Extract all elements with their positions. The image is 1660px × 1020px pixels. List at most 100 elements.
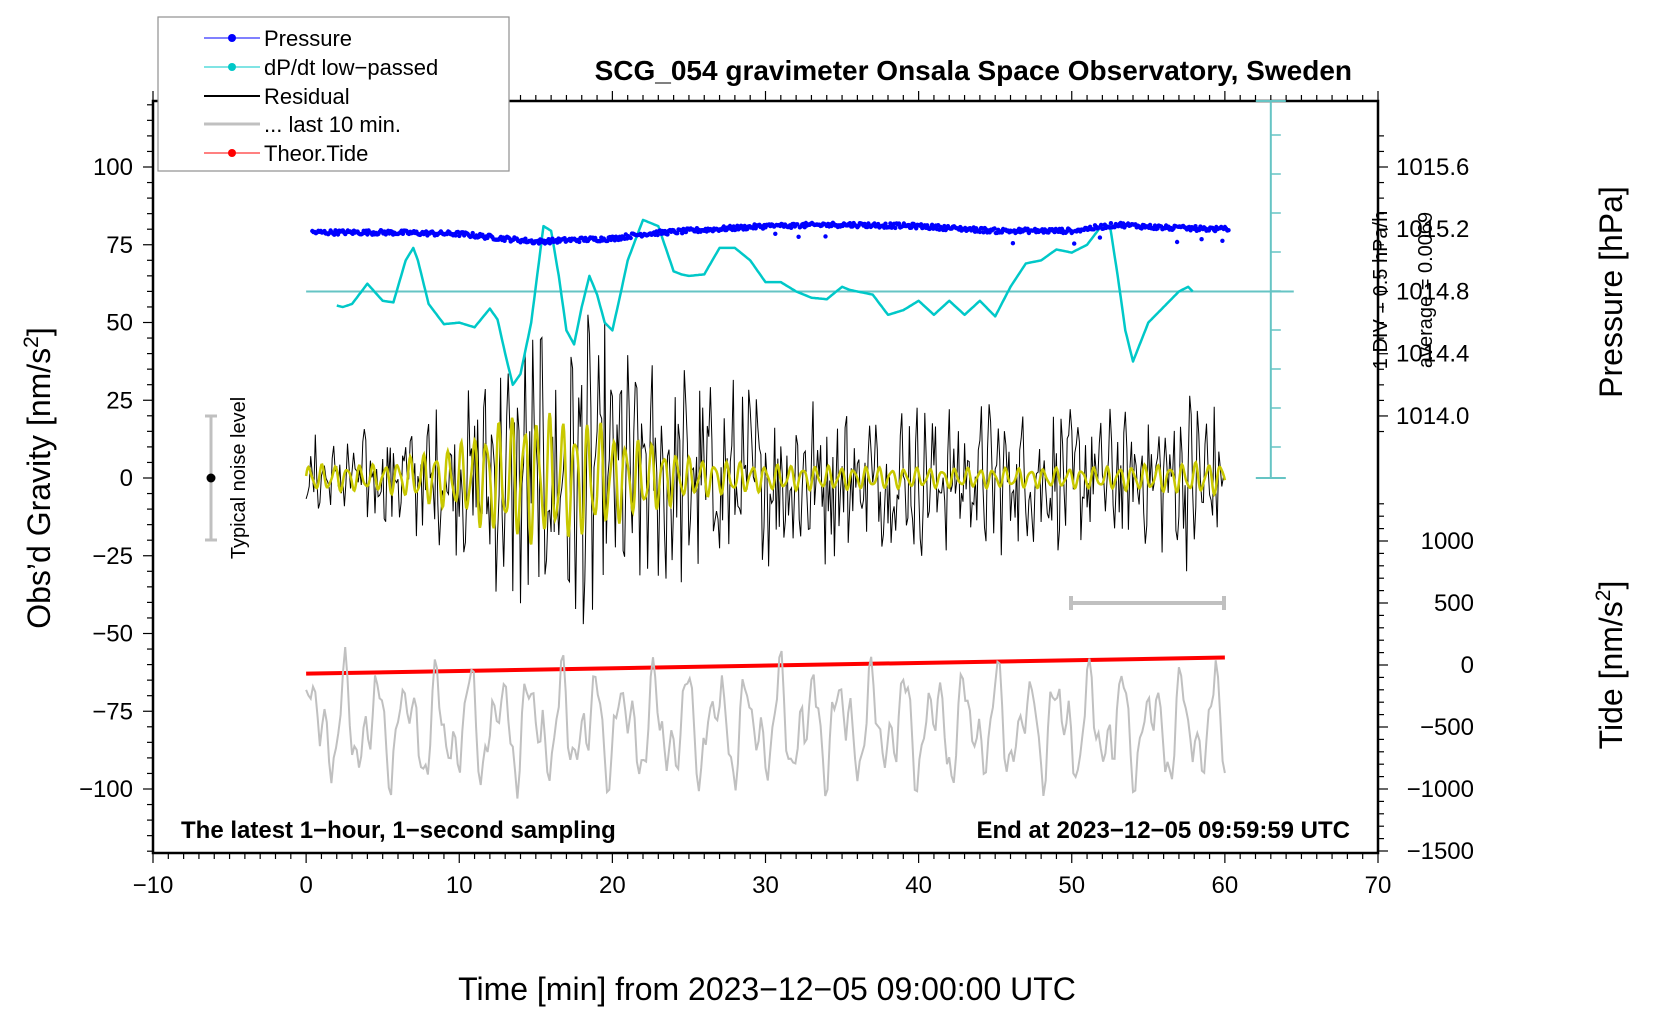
pressure-point [731,224,736,229]
pressure-point [1139,226,1144,231]
pressure-point [683,229,689,235]
tide-tick-label: 500 [1434,590,1474,617]
pressure-point [1059,226,1065,231]
pressure-point [523,236,528,241]
pressure-point [1152,223,1158,228]
pressure-tick-label: 1014.4 [1396,341,1469,368]
left-tick-label: 50 [106,310,133,337]
pressure-point [789,225,794,230]
left-tick-label: 75 [106,232,133,259]
pressure-point [742,223,747,229]
x-tick-label: 30 [752,872,779,899]
legend-entry-pressure: Pressure [204,26,352,51]
noise-level-indicator: Typical noise level [205,397,250,559]
x-tick-label: −10 [133,872,174,899]
legend-entry-tide: Theor.Tide [204,141,368,166]
left-axis-title-end: ] [21,327,57,336]
residual-lowpassed-curve [304,412,1227,545]
pressure-point [655,232,660,238]
legend-label-dpdt: dP/dt low−passed [264,55,438,80]
pressure-point [1010,241,1016,246]
tide-axis-title: Tide [nm/s2] [1592,581,1629,750]
legend-marker-dpdt [228,63,236,71]
legend-entry-last10: ... last 10 min. [204,112,401,137]
pressure-point [823,234,828,239]
left-tick-label: 0 [120,465,133,492]
chart-title: SCG_054 gravimeter Onsala Space Observat… [595,55,1352,86]
pressure-point [577,239,582,245]
tide-tick-label: 1000 [1421,528,1474,555]
pressure-point [721,224,726,229]
pressure-point [1108,221,1114,226]
left-tick-label: −75 [92,698,133,725]
pressure-point [1097,235,1103,240]
residual-curve [305,314,1224,625]
pressure-point [628,235,633,241]
x-axis-title: Time [min] from 2023−12−05 09:00:00 UTC [458,971,1076,1007]
tide-tick-label: 0 [1461,652,1474,679]
pressure-point [1072,241,1077,246]
pressure-tick-label: 1014.8 [1396,278,1469,305]
tide-tick-label: −500 [1420,714,1474,741]
legend-marker-pressure [228,34,236,42]
x-tick-label: 0 [299,872,312,899]
pressure-axis-title: Pressure [hPa] [1593,186,1629,398]
pressure-point [1199,237,1204,242]
tide-axis-title-end: ] [1593,581,1629,590]
x-tick-label: 50 [1058,872,1085,899]
tick-labels: −10 0 10 20 30 40 50 60 701007550250−25−50−75−10… [79,154,1474,899]
pressure-point [773,231,778,236]
noise-center-dot [206,473,216,483]
pressure-point [847,221,853,226]
end-time-note: End at 2023−12−05 09:59:59 UTC [976,817,1350,844]
legend-box [157,16,510,172]
pressure-point [1098,222,1104,228]
legend-entry-dpdt: dP/dt low−passed [204,55,438,80]
pressure-point [795,222,800,227]
left-axis-title-main: Obs’d Gravity [nm/s [21,348,57,629]
pressure-point [883,221,888,226]
pressure-tick-label: 1015.2 [1396,216,1469,243]
legend-label-last10: ... last 10 min. [264,112,401,137]
noise-level-label: Typical noise level [228,397,250,559]
pressure-point [992,226,997,231]
left-tick-label: 25 [106,387,133,414]
legend-entry-residual: Residual [204,84,350,109]
tide-tick-label: −1000 [1407,776,1474,803]
sampling-note: The latest 1−hour, 1−second sampling [181,817,616,844]
x-tick-label: 70 [1365,872,1392,899]
x-tick-label: 10 [446,872,473,899]
legend-label-residual: Residual [264,84,350,109]
tide-tick-label: −1500 [1407,838,1474,865]
left-axis-title: Obs’d Gravity [nm/s2] [20,327,57,629]
pressure-point [914,226,919,231]
tide-axis-title-sup: 2 [1592,590,1615,602]
left-tick-label: −25 [92,543,133,570]
pressure-point [536,241,542,246]
tide-line [306,655,1225,676]
dpdt-average-label: average = 0.0069 [1415,212,1437,368]
x-tick-label: 40 [905,872,932,899]
legend-label-tide: Theor.Tide [264,141,368,166]
legend: Pressure dP/dt low−passed Residual ... l… [157,16,510,172]
tide-axis-title-main: Tide [nm/s [1593,601,1629,749]
pressure-point [470,230,475,236]
pressure-point [1174,239,1180,245]
pressure-point [1193,224,1198,229]
left-tick-label: 100 [93,154,133,181]
pressure-point [1196,227,1202,233]
pressure-point [1226,228,1231,233]
pressure-tick-label: 1014.0 [1396,403,1469,430]
series-layer [304,100,1294,799]
x-tick-label: 60 [1212,872,1239,899]
pressure-point [665,232,670,237]
left-axis-title-sup: 2 [20,336,43,348]
pressure-point [893,225,898,231]
pressure-point [675,231,680,236]
x-tick-label: 20 [599,872,626,899]
pressure-point [1147,222,1153,228]
legend-label-pressure: Pressure [264,26,352,51]
left-tick-label: −100 [79,776,133,803]
last-10-min-bar [1069,596,1226,610]
